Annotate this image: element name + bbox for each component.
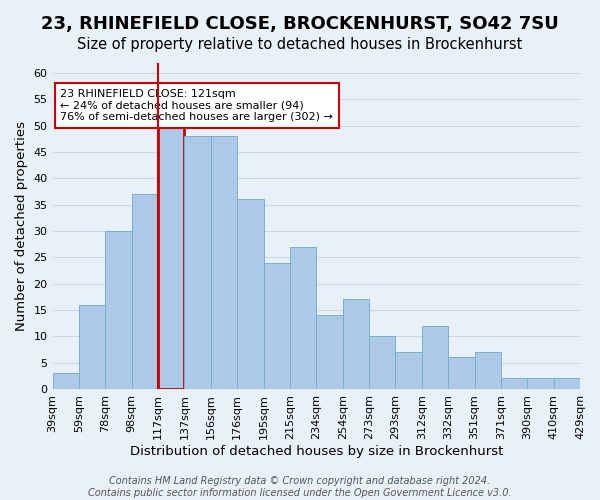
- Bar: [53, 373, 79, 389]
- Text: Contains HM Land Registry data © Crown copyright and database right 2024.
Contai: Contains HM Land Registry data © Crown c…: [88, 476, 512, 498]
- Bar: [554, 378, 580, 389]
- Bar: [316, 315, 343, 389]
- Bar: [184, 136, 211, 389]
- Bar: [290, 247, 316, 389]
- X-axis label: Distribution of detached houses by size in Brockenhurst: Distribution of detached houses by size …: [130, 444, 503, 458]
- Bar: [527, 378, 554, 389]
- Bar: [131, 194, 158, 389]
- Bar: [501, 378, 527, 389]
- Bar: [211, 136, 237, 389]
- Bar: [158, 126, 184, 389]
- Bar: [263, 262, 290, 389]
- Bar: [475, 352, 501, 389]
- Bar: [105, 231, 131, 389]
- Bar: [422, 326, 448, 389]
- Text: 23, RHINEFIELD CLOSE, BROCKENHURST, SO42 7SU: 23, RHINEFIELD CLOSE, BROCKENHURST, SO42…: [41, 15, 559, 33]
- Text: 23 RHINEFIELD CLOSE: 121sqm
← 24% of detached houses are smaller (94)
76% of sem: 23 RHINEFIELD CLOSE: 121sqm ← 24% of det…: [61, 89, 334, 122]
- Bar: [237, 200, 263, 389]
- Text: Size of property relative to detached houses in Brockenhurst: Size of property relative to detached ho…: [77, 38, 523, 52]
- Bar: [448, 358, 475, 389]
- Bar: [79, 304, 105, 389]
- Y-axis label: Number of detached properties: Number of detached properties: [15, 120, 28, 330]
- Bar: [369, 336, 395, 389]
- Bar: [343, 300, 369, 389]
- Bar: [395, 352, 422, 389]
